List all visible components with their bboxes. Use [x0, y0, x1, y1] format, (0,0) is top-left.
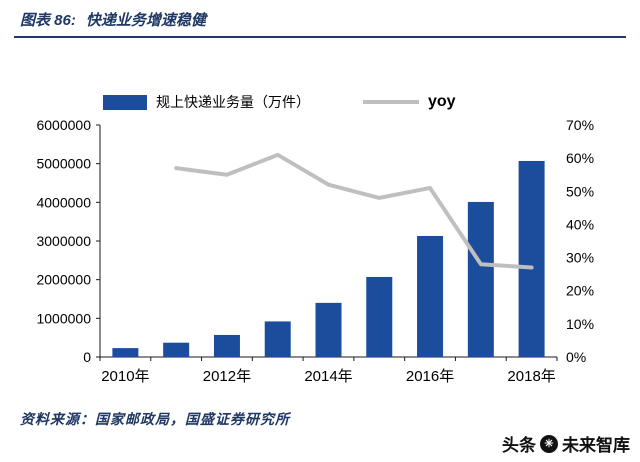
- bar-2014: [315, 302, 342, 357]
- yoy-line: [174, 152, 534, 270]
- bar-2011: [163, 342, 190, 357]
- right-axis-label: 50%: [566, 183, 594, 199]
- header-divider: [14, 36, 626, 38]
- chart-title-text: 快递业务增速稳健: [85, 12, 206, 29]
- chart-header: 图表 86: 快递业务增速稳健: [0, 0, 640, 30]
- right-axis-label: 60%: [566, 150, 594, 166]
- left-axis-label: 4000000: [36, 194, 91, 210]
- right-axis-label: 0%: [566, 349, 586, 365]
- left-axis-label: 1000000: [36, 310, 91, 326]
- left-axis-label: 5000000: [36, 156, 91, 172]
- right-axis-label: 30%: [566, 250, 594, 266]
- x-axis-label: 2012年: [203, 368, 251, 385]
- watermark-right-text: 未来智库: [562, 436, 630, 455]
- bar-2017: [467, 201, 494, 357]
- watermark-left-text: 头条: [502, 436, 536, 455]
- bar-2012: [213, 334, 240, 357]
- legend-bar-label: 规上快递业务量（万件）: [156, 94, 310, 110]
- x-axis-label: 2010年: [101, 368, 149, 385]
- legend-bar-swatch-icon: [103, 94, 147, 110]
- left-axis-label: 2000000: [36, 272, 91, 288]
- left-axis-label: 0: [83, 349, 91, 365]
- x-axis-label: 2016年: [406, 368, 454, 385]
- legend-line-swatch-icon: [363, 100, 419, 104]
- chart-plot-area: 0 1000000 2000000 3000000 4000000 5000000 6000…: [36, 117, 594, 385]
- left-axis-label: 6000000: [36, 117, 91, 133]
- left-axis-label: 3000000: [36, 233, 91, 249]
- x-axis-label: 2014年: [304, 368, 352, 385]
- chart-number-label: 图表 86:: [20, 12, 76, 29]
- right-axis-label: 10%: [566, 316, 594, 332]
- watermark: 头条 ✳ 未来智库: [502, 431, 630, 456]
- weilai-zhiku-logo-icon: ✳: [540, 434, 558, 453]
- bar-2016: [417, 235, 444, 357]
- page-title: 图表 86: 快递业务增速稳健: [20, 9, 620, 30]
- x-axis-label: 2018年: [507, 368, 555, 385]
- bar-2013: [264, 321, 291, 357]
- legend-line-label: yoy: [428, 93, 456, 110]
- right-axis-label: 70%: [566, 117, 594, 133]
- bar-2015: [366, 276, 393, 357]
- bar-2010: [112, 348, 139, 357]
- bar-2018: [518, 160, 545, 357]
- right-axis-label: 20%: [566, 283, 594, 299]
- chart-legend: 规上快递业务量（万件） yoy: [103, 92, 640, 112]
- source-note: 资料来源：国家邮政局，国盛证券研究所: [20, 411, 290, 427]
- right-axis-label: 40%: [566, 216, 594, 232]
